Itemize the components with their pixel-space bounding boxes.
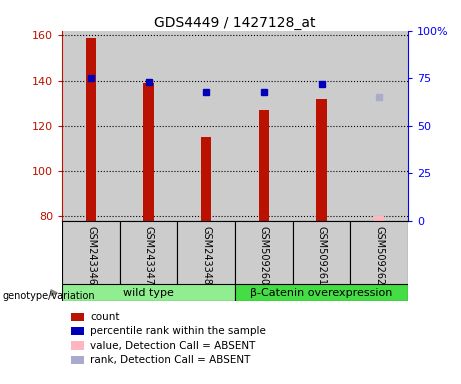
Bar: [350, 221, 408, 284]
Bar: [316, 99, 327, 221]
Text: GSM243346: GSM243346: [86, 226, 96, 285]
Bar: [143, 83, 154, 221]
Bar: [350, 31, 408, 221]
Text: count: count: [90, 312, 119, 322]
Text: value, Detection Call = ABSENT: value, Detection Call = ABSENT: [90, 341, 255, 351]
Text: rank, Detection Call = ABSENT: rank, Detection Call = ABSENT: [90, 355, 250, 365]
Bar: [235, 221, 293, 284]
Bar: [177, 31, 235, 221]
Bar: [235, 31, 293, 221]
Text: GSM509261: GSM509261: [317, 226, 326, 285]
Bar: [86, 38, 96, 221]
Bar: [120, 31, 177, 221]
Bar: [62, 221, 120, 284]
Text: genotype/variation: genotype/variation: [2, 291, 95, 301]
Bar: [177, 221, 235, 284]
Bar: [293, 221, 350, 284]
Text: GSM243347: GSM243347: [144, 226, 154, 285]
Text: GSM509262: GSM509262: [374, 226, 384, 285]
Bar: [120, 221, 177, 284]
Text: GSM243348: GSM243348: [201, 226, 211, 285]
Bar: [62, 284, 235, 301]
Bar: [374, 216, 384, 221]
Text: GSM509260: GSM509260: [259, 226, 269, 285]
Bar: [235, 284, 408, 301]
Text: β-Catenin overexpression: β-Catenin overexpression: [250, 288, 393, 298]
Text: wild type: wild type: [123, 288, 174, 298]
Bar: [259, 110, 269, 221]
Title: GDS4449 / 1427128_at: GDS4449 / 1427128_at: [154, 16, 316, 30]
Text: percentile rank within the sample: percentile rank within the sample: [90, 326, 266, 336]
Bar: [62, 31, 120, 221]
Bar: [201, 137, 212, 221]
Bar: [293, 31, 350, 221]
